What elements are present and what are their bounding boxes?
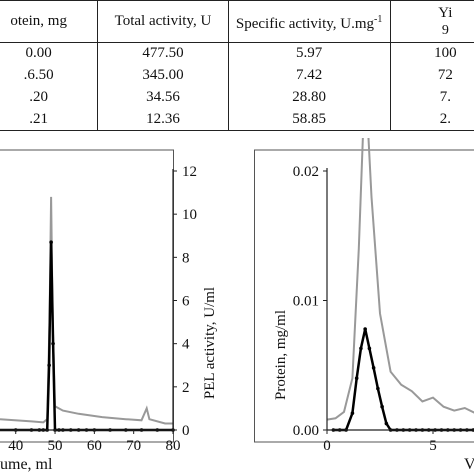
left-x-tick-label: 70: [126, 438, 141, 454]
header-yield-text: Yi: [438, 4, 453, 21]
right-series-1-point: [363, 327, 367, 331]
header-total-activity-text: Total activity, U: [114, 13, 212, 29]
table-cell: 7.42: [227, 64, 391, 87]
table-cell: 12.36: [97, 108, 229, 131]
table-cell: 0.00: [25, 45, 52, 62]
right-x-tick-label: 0: [323, 438, 331, 454]
right-chart-plot: [326, 138, 474, 432]
table-row: .21 12.36 58.85 2.: [0, 108, 474, 131]
left-y-tick-label: 2: [182, 380, 190, 396]
table-cell: 58.85: [227, 108, 391, 131]
right-chart-frame: [254, 149, 474, 443]
left-chart-frame: [0, 149, 174, 443]
right-y-tick-label: 0.00: [293, 423, 319, 439]
table-cell: 34.56: [97, 86, 229, 109]
header-yield-sub: 9: [441, 22, 449, 38]
right-x-axis-label: V: [464, 456, 474, 473]
right-series-1-point: [359, 346, 363, 351]
table-row: .6.50 345.00 7.42 72: [0, 64, 474, 87]
left-right-axis-label: PEL activity, U/ml: [202, 287, 218, 399]
left-y-tick-label: 0: [182, 423, 190, 439]
table-cell: 7.: [389, 86, 474, 109]
right-series-1-point: [380, 404, 384, 409]
left-series-1-point: [49, 240, 53, 245]
right-series-1-point: [367, 346, 372, 351]
table-cell: 477.50: [97, 42, 229, 65]
right-series-1-point: [350, 411, 355, 415]
right-y-tick-label: 0.02: [293, 164, 319, 180]
table-cell: 5.97: [227, 42, 391, 65]
left-series-1-point: [51, 341, 55, 346]
header-protein: otein, mg: [0, 0, 98, 43]
left-series-0-line: [0, 196, 173, 425]
header-specific-activity-text: Specific activity, U.mg: [235, 15, 375, 32]
left-chart-plot: [0, 196, 175, 432]
table-header-row: otein, mg Total activity, U Specific act…: [0, 0, 474, 43]
table-cell: 2.: [389, 108, 474, 131]
table-cell: 72: [389, 64, 474, 87]
right-series-1-point: [354, 376, 359, 380]
right-y-tick-label: 0.01: [293, 294, 319, 310]
left-chart: 40 50 60 70 800 2 4 6 8 10 12 ume, ml PEL activity…: [0, 149, 218, 473]
table-row: .20 34.56 28.80 7.: [0, 86, 474, 109]
header-specific-activity-sup: -1: [374, 13, 383, 25]
left-x-tick-label: 60: [87, 438, 102, 454]
left-series-1-point: [47, 363, 51, 368]
left-y-tick-label: 12: [182, 164, 197, 180]
header-protein-text: otein, mg: [10, 13, 67, 29]
table-cell: .21: [0, 108, 98, 131]
left-y-tick-label: 8: [182, 250, 190, 266]
right-series-1-point: [376, 386, 380, 391]
purification-table-region: otein, mg Total activity, U Specific act…: [0, 0, 474, 138]
left-x-axis-label: ume, ml: [0, 456, 53, 473]
purification-table: otein, mg Total activity, U Specific act…: [0, 0, 474, 131]
header-total-activity: Total activity, U: [97, 0, 229, 43]
right-series-1-point: [371, 366, 376, 370]
left-x-tick-label: 80: [166, 438, 181, 454]
right-series-1-point: [384, 421, 389, 426]
left-x-tick-label: 50: [48, 438, 63, 454]
left-y-tick-label: 6: [182, 294, 190, 310]
left-series-1-line: [0, 242, 173, 432]
table-cell: 100: [389, 42, 474, 65]
right-y-axis-label: Protein, mg/ml: [273, 310, 289, 400]
right-x-tick-label: 5: [429, 438, 437, 454]
right-chart-axes: 0.00 0.01 0.02 0 5: [293, 164, 474, 454]
right-series-0-line: [326, 138, 474, 421]
header-yield: Yi 9: [389, 0, 474, 43]
header-specific-activity: Specific activity, U.mg-1: [227, 0, 391, 43]
table-cell: 345.00: [97, 64, 229, 87]
left-chart-axes: 40 50 60 70 800 2 4 6 8 10 12: [0, 164, 197, 454]
table-row: 0.00 477.50 5.97 100: [0, 42, 474, 65]
table-cell: .20: [29, 89, 49, 105]
left-y-tick-label: 10: [182, 207, 197, 223]
left-x-tick-label: 40: [8, 438, 23, 454]
left-y-tick-label: 4: [182, 337, 190, 353]
table-cell: 28.80: [227, 86, 391, 109]
table-cell: .6.50: [23, 67, 54, 83]
right-chart: 0.00 0.01 0.02 0 5 Protein, mg/ml V: [254, 138, 474, 473]
